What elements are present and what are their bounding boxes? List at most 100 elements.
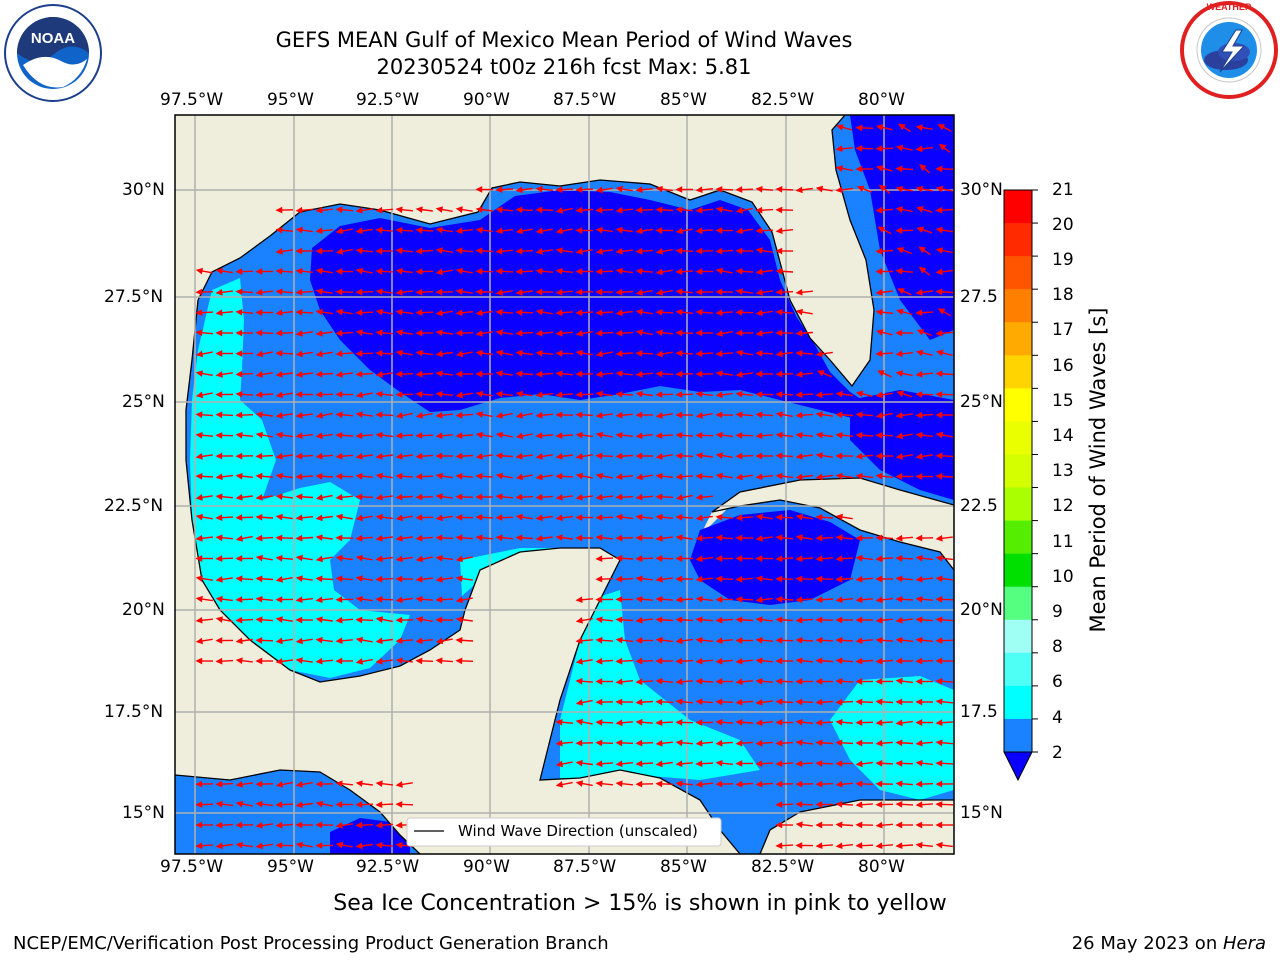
wind-wave-arrowhead	[375, 821, 383, 829]
wind-wave-arrow	[617, 352, 633, 355]
wind-wave-arrow	[277, 433, 293, 438]
wind-wave-arrow	[357, 413, 373, 417]
wind-wave-arrow	[397, 269, 413, 274]
wind-wave-arrowhead	[815, 821, 823, 829]
wind-wave-arrowhead	[775, 472, 783, 480]
wind-wave-arrow	[297, 331, 313, 335]
wind-wave-arrowhead	[515, 288, 523, 296]
wind-wave-arrowhead	[395, 514, 403, 522]
wind-wave-arrowhead	[355, 842, 363, 850]
wind-wave-arrow	[656, 434, 674, 437]
wind-wave-arrow	[677, 638, 693, 643]
wind-wave-arrowhead	[315, 247, 323, 255]
wind-wave-arrowhead	[375, 494, 383, 501]
wind-wave-arrowhead	[475, 309, 483, 317]
wind-wave-arrow	[577, 680, 593, 683]
colorbar-segment	[1004, 685, 1032, 720]
wind-wave-arrowhead	[295, 575, 303, 582]
wind-wave-arrow	[297, 598, 313, 601]
wind-wave-arrowhead	[435, 657, 443, 665]
wind-wave-arrow	[517, 433, 533, 438]
wind-wave-arrow	[697, 454, 713, 458]
wind-wave-arrow	[816, 721, 834, 724]
wind-wave-arrow	[917, 434, 933, 437]
wind-wave-arrowhead	[335, 308, 343, 316]
wind-wave-arrowhead	[615, 411, 623, 419]
wind-wave-arrowhead	[775, 452, 783, 460]
mexico-south-land	[175, 548, 740, 854]
wind-wave-arrowhead	[755, 719, 763, 727]
map-content	[175, 115, 954, 854]
wind-wave-arrow	[376, 803, 394, 806]
wind-wave-arrow	[316, 475, 334, 478]
wind-wave-arrowhead	[715, 288, 723, 296]
wind-wave-arrowhead	[455, 288, 463, 295]
wind-wave-arrowhead	[635, 575, 643, 583]
wind-wave-arrow	[236, 290, 254, 294]
wind-wave-arrow	[277, 392, 293, 397]
wind-wave-arrow	[557, 454, 573, 458]
wind-wave-arrowhead	[635, 370, 643, 378]
wind-wave-arrowhead	[895, 780, 903, 788]
wind-wave-arrowhead	[475, 206, 483, 213]
wind-wave-arrow	[256, 536, 274, 540]
wind-wave-arrow	[517, 515, 533, 520]
wind-wave-arrow	[477, 536, 493, 540]
wind-wave-arrowhead	[915, 349, 924, 357]
wind-wave-arrowhead	[255, 268, 263, 275]
wind-wave-arrowhead	[555, 534, 563, 541]
wind-wave-arrow	[917, 844, 933, 847]
wind-wave-arrowhead	[235, 555, 243, 562]
wind-wave-arrowhead	[715, 472, 723, 480]
wind-wave-arrow	[317, 515, 333, 520]
wind-wave-arrow	[677, 475, 693, 478]
wind-wave-arrow	[796, 557, 814, 560]
wind-wave-arrow	[837, 721, 853, 724]
wind-wave-arrowhead	[235, 821, 243, 829]
wind-wave-arrowhead	[935, 575, 943, 582]
map-frame	[174, 114, 955, 855]
wind-wave-arrowhead	[275, 534, 283, 542]
wind-wave-arrowhead	[655, 677, 663, 685]
wind-wave-arrow	[417, 639, 433, 642]
wind-wave-arrow	[917, 803, 933, 806]
wind-wave-arrowhead	[215, 473, 223, 481]
wind-wave-arrow	[877, 125, 893, 131]
wind-wave-arrowhead	[775, 350, 783, 358]
wind-wave-arrowhead	[415, 637, 423, 645]
wind-wave-arrow	[937, 269, 953, 274]
wind-wave-arrow	[897, 618, 913, 622]
wind-wave-arrowhead	[715, 411, 723, 419]
caribbean-longer-waves	[560, 590, 760, 780]
wind-wave-arrow	[757, 331, 773, 335]
colorbar-tick: 19	[1052, 250, 1074, 270]
wind-wave-arrow	[877, 166, 893, 172]
wind-wave-arrowhead	[655, 227, 663, 234]
wind-wave-arrow	[776, 618, 794, 622]
wind-wave-arrow	[397, 454, 413, 458]
wind-wave-arrowhead	[575, 739, 583, 747]
wind-wave-arrow	[757, 577, 773, 581]
wind-wave-arrowhead	[195, 494, 203, 501]
wind-wave-arrow	[257, 495, 273, 499]
wind-wave-arrow	[317, 290, 333, 294]
wind-wave-arrow	[497, 412, 513, 418]
wind-wave-arrowhead	[315, 596, 323, 604]
wind-wave-arrow	[276, 803, 294, 806]
wind-wave-arrow	[676, 352, 694, 355]
wind-wave-arrow	[596, 721, 614, 724]
wind-wave-arrowhead	[575, 288, 583, 296]
wind-wave-arrowhead	[795, 575, 803, 583]
wind-wave-arrowhead	[275, 412, 283, 419]
wind-wave-arrowhead	[935, 165, 943, 173]
wind-wave-arrowhead	[495, 412, 504, 419]
wind-wave-arrowhead	[415, 268, 423, 275]
wind-wave-arrowhead	[895, 596, 903, 603]
wind-wave-arrowhead	[775, 821, 783, 829]
wind-wave-arrow	[837, 536, 853, 540]
wind-wave-arrow	[596, 331, 614, 335]
wind-wave-arrow	[597, 474, 613, 479]
wind-wave-arrow	[936, 290, 954, 294]
wind-wave-arrowhead	[535, 535, 543, 542]
wind-wave-arrowhead	[555, 329, 563, 337]
